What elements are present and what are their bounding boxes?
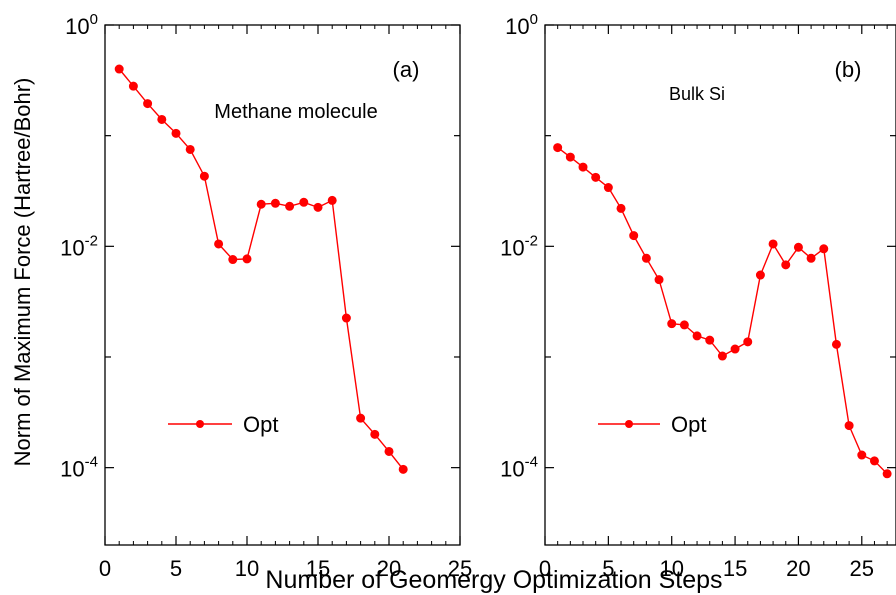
data-point: [603, 183, 613, 193]
data-point: [578, 162, 588, 172]
y-axis-label: Norm of Maximum Force (Hartree/Bohr): [10, 78, 35, 467]
data-point: [717, 351, 727, 361]
x-tick-label: 10: [235, 556, 259, 581]
data-point: [730, 344, 740, 354]
data-point: [327, 195, 337, 205]
data-point: [384, 446, 394, 456]
data-point: [171, 128, 181, 138]
x-tick-label: 15: [306, 556, 330, 581]
data-point: [591, 172, 601, 182]
data-point: [667, 319, 677, 329]
chart-panel-2: 0 5 10 15 20 25 100 10-2 10-4 Opt (b) Bulk Si: [500, 11, 896, 581]
data-point: [270, 198, 280, 208]
data-point: [565, 152, 575, 162]
data-point: [341, 313, 351, 323]
data-point: [242, 254, 252, 264]
x-tick-label: 10: [659, 556, 683, 581]
series-line: [118, 68, 404, 470]
data-point: [781, 260, 791, 270]
data-point: [370, 429, 380, 439]
x-tick-label: 0: [99, 556, 111, 581]
y-tick-label: 100: [65, 11, 98, 39]
data-point: [692, 331, 702, 341]
data-point: [143, 99, 153, 109]
data-point: [857, 450, 867, 460]
data-point: [819, 244, 829, 254]
legend-label: Opt: [671, 412, 706, 437]
data-point: [398, 464, 408, 474]
x-axis-label: Number of Geomergy Optimization Steps: [265, 566, 722, 594]
data-point: [844, 421, 854, 431]
x-tick-label: 25: [448, 556, 472, 581]
data-point: [641, 253, 651, 263]
y-tick-label: 100: [505, 11, 538, 39]
x-tick-label: 5: [602, 556, 614, 581]
data-point: [313, 202, 323, 212]
y-tick-label: 10-4: [500, 454, 538, 482]
data-point: [743, 337, 753, 347]
data-point: [679, 320, 689, 330]
x-tick-label: 25: [850, 556, 874, 581]
data-point: [869, 456, 879, 466]
data-point: [654, 275, 664, 285]
legend-label: Opt: [243, 412, 278, 437]
data-point: [882, 469, 892, 479]
data-point: [128, 81, 138, 91]
data-point: [214, 239, 224, 249]
x-tick-label: 20: [377, 556, 401, 581]
data-point: [356, 413, 366, 423]
data-point: [114, 64, 124, 74]
x-tick-label: 20: [786, 556, 810, 581]
panel-annotation: Methane molecule: [214, 101, 377, 123]
chart-panel-1: 0 5 10 15 20 25 100 10-2 10-4 Opt (a) Methane molec…: [60, 11, 472, 581]
data-point: [185, 144, 195, 154]
panel-label: (a): [393, 57, 420, 82]
y-tick-label: 10-2: [60, 232, 98, 260]
data-point: [616, 203, 626, 213]
data-point: [629, 231, 639, 241]
data-point: [831, 339, 841, 349]
data-point: [705, 335, 715, 345]
plot-frame: [544, 24, 896, 546]
legend-marker: [625, 420, 633, 428]
legend-marker: [196, 420, 204, 428]
data-point: [793, 242, 803, 252]
data-point: [768, 239, 778, 249]
y-tick-label: 10-4: [60, 454, 98, 482]
panel-label: (b): [835, 57, 862, 82]
data-point: [256, 199, 266, 209]
x-tick-label: 15: [723, 556, 747, 581]
data-point: [299, 197, 309, 207]
y-tick-label: 10-2: [500, 232, 538, 260]
data-point: [199, 171, 209, 181]
x-tick-label: 0: [539, 556, 551, 581]
data-point: [285, 201, 295, 211]
series-line: [557, 147, 888, 475]
x-tick-label: 5: [170, 556, 182, 581]
data-point: [755, 270, 765, 280]
data-point: [553, 143, 563, 153]
data-point: [806, 253, 816, 263]
plot-frame: [104, 24, 461, 546]
panel-annotation: Bulk Si: [669, 84, 725, 104]
data-point: [228, 255, 238, 265]
data-point: [157, 114, 167, 124]
